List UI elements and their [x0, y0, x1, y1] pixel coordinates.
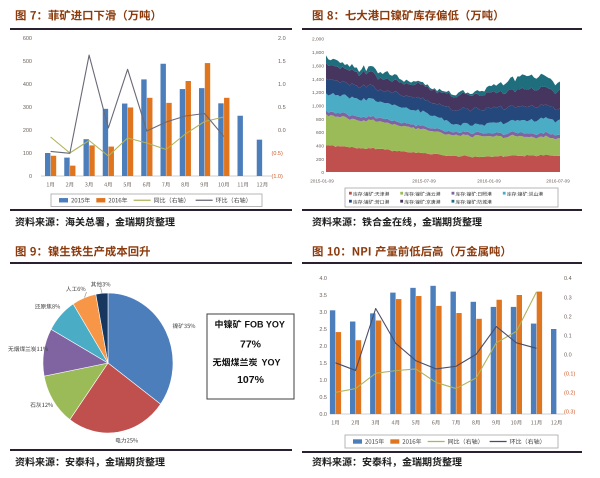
svg-text:600: 600	[316, 130, 324, 136]
svg-text:0: 0	[29, 174, 32, 180]
svg-text:(0.1): (0.1)	[564, 372, 575, 378]
svg-text:2015-01-09: 2015-01-09	[310, 179, 334, 184]
svg-text:100: 100	[23, 151, 32, 157]
svg-text:YOY: YOY	[262, 358, 281, 368]
svg-text:(0.3): (0.3)	[564, 410, 575, 416]
svg-text:1,600: 1,600	[312, 63, 324, 69]
svg-text:2015-07-09: 2015-07-09	[412, 179, 436, 184]
svg-text:0.0: 0.0	[319, 412, 327, 418]
svg-text:0.1: 0.1	[564, 333, 572, 339]
svg-text:0.5: 0.5	[319, 395, 327, 401]
svg-text:1,800: 1,800	[312, 50, 324, 56]
svg-text:600: 600	[23, 36, 32, 42]
svg-text:1.0: 1.0	[319, 378, 327, 384]
svg-text:2016-01-09: 2016-01-09	[477, 179, 501, 184]
svg-text:1.0: 1.0	[278, 82, 286, 88]
svg-text:2.5: 2.5	[319, 327, 327, 333]
svg-text:400: 400	[316, 144, 324, 150]
svg-text:0.4: 0.4	[564, 276, 572, 282]
svg-text:3.0: 3.0	[319, 310, 327, 316]
svg-text:1,400: 1,400	[312, 77, 324, 83]
svg-text:2.0: 2.0	[278, 36, 286, 42]
svg-text:1.5: 1.5	[278, 59, 286, 65]
svg-text:77%: 77%	[240, 339, 262, 351]
svg-text:200: 200	[316, 157, 324, 163]
svg-text:FOB YOY: FOB YOY	[245, 320, 285, 330]
svg-text:800: 800	[316, 117, 324, 123]
svg-text:2.0: 2.0	[319, 344, 327, 350]
svg-text:0.0: 0.0	[564, 352, 572, 358]
svg-text:2,000: 2,000	[312, 37, 324, 43]
svg-text:0.3: 0.3	[564, 295, 572, 301]
svg-text:0.0: 0.0	[278, 128, 286, 134]
svg-text:1.5: 1.5	[319, 361, 327, 367]
svg-text:300: 300	[23, 105, 32, 111]
svg-text:1,200: 1,200	[312, 90, 324, 96]
svg-text:(0.5): (0.5)	[272, 151, 283, 157]
svg-text:0.2: 0.2	[564, 314, 572, 320]
svg-text:200: 200	[23, 128, 32, 134]
svg-text:107%: 107%	[237, 374, 265, 386]
svg-text:2016-07-09: 2016-07-09	[546, 179, 570, 184]
svg-text:400: 400	[23, 82, 32, 88]
svg-text:4.0: 4.0	[319, 276, 327, 282]
svg-text:3.5: 3.5	[319, 293, 327, 299]
svg-text:0: 0	[321, 170, 324, 176]
svg-text:(1.0): (1.0)	[272, 174, 283, 180]
svg-text:(0.2): (0.2)	[564, 391, 575, 397]
svg-text:500: 500	[23, 59, 32, 65]
svg-text:1,000: 1,000	[312, 103, 324, 109]
svg-text:0.5: 0.5	[278, 105, 286, 111]
